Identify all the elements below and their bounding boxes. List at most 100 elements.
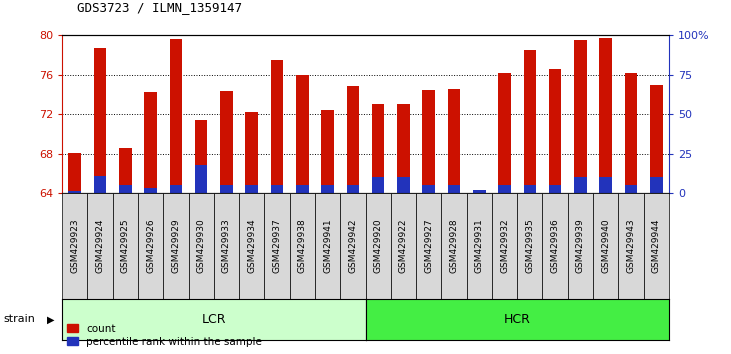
Text: GSM429937: GSM429937: [273, 219, 281, 273]
Bar: [119, 148, 132, 193]
Bar: [246, 112, 258, 193]
Text: GSM429929: GSM429929: [171, 219, 181, 273]
Bar: [599, 177, 612, 193]
Bar: [523, 50, 536, 193]
Text: GSM429935: GSM429935: [526, 219, 534, 273]
Bar: [473, 190, 485, 193]
Text: GSM429925: GSM429925: [121, 219, 130, 273]
Bar: [650, 177, 662, 193]
Bar: [574, 177, 587, 193]
Bar: [542, 193, 568, 299]
Text: GSM429943: GSM429943: [626, 219, 635, 273]
Bar: [195, 120, 208, 193]
Bar: [624, 185, 637, 193]
Text: strain: strain: [4, 314, 36, 325]
Bar: [163, 193, 189, 299]
Bar: [549, 185, 561, 193]
Bar: [391, 193, 416, 299]
Text: GSM429923: GSM429923: [70, 219, 79, 273]
Bar: [88, 193, 113, 299]
Bar: [94, 176, 107, 193]
Bar: [372, 177, 385, 193]
Bar: [447, 185, 461, 193]
Text: GSM429939: GSM429939: [576, 219, 585, 273]
Bar: [346, 86, 359, 193]
Bar: [62, 193, 88, 299]
Bar: [650, 85, 662, 193]
Bar: [599, 38, 612, 193]
Bar: [442, 193, 466, 299]
Bar: [213, 193, 239, 299]
Bar: [69, 153, 81, 193]
Bar: [321, 110, 334, 193]
Bar: [549, 69, 561, 193]
Bar: [315, 193, 340, 299]
Text: GSM429936: GSM429936: [550, 219, 560, 273]
Text: GDS3723 / ILMN_1359147: GDS3723 / ILMN_1359147: [77, 1, 242, 14]
Bar: [270, 60, 284, 193]
Bar: [144, 92, 157, 193]
Bar: [296, 185, 308, 193]
Text: ▶: ▶: [48, 314, 55, 325]
Text: GSM429941: GSM429941: [323, 219, 332, 273]
Bar: [220, 185, 232, 193]
Legend: count, percentile rank within the sample: count, percentile rank within the sample: [67, 324, 262, 347]
Text: GSM429944: GSM429944: [652, 219, 661, 273]
Bar: [94, 48, 107, 193]
Bar: [372, 104, 385, 193]
Text: GSM429942: GSM429942: [349, 219, 357, 273]
Bar: [340, 193, 366, 299]
Text: GSM429922: GSM429922: [399, 219, 408, 273]
Text: HCR: HCR: [504, 313, 531, 326]
Text: GSM429938: GSM429938: [298, 219, 307, 273]
Text: GSM429927: GSM429927: [424, 219, 433, 273]
Text: GSM429932: GSM429932: [500, 219, 509, 273]
Bar: [289, 193, 315, 299]
Bar: [593, 193, 618, 299]
Bar: [144, 188, 157, 193]
Bar: [170, 39, 182, 193]
Bar: [321, 185, 334, 193]
Text: GSM429928: GSM429928: [450, 219, 458, 273]
Bar: [518, 193, 542, 299]
Bar: [423, 90, 435, 193]
Bar: [265, 193, 289, 299]
Bar: [624, 73, 637, 193]
Bar: [416, 193, 442, 299]
Text: LCR: LCR: [202, 313, 226, 326]
Bar: [195, 165, 208, 193]
Bar: [568, 193, 593, 299]
Bar: [397, 177, 410, 193]
Bar: [466, 193, 492, 299]
Bar: [246, 185, 258, 193]
Text: GSM429924: GSM429924: [96, 219, 105, 273]
Text: GSM429934: GSM429934: [247, 219, 257, 273]
Bar: [296, 75, 308, 193]
Bar: [618, 193, 643, 299]
Text: GSM429920: GSM429920: [374, 219, 382, 273]
Bar: [643, 193, 669, 299]
Bar: [492, 193, 518, 299]
Text: GSM429933: GSM429933: [222, 219, 231, 273]
Bar: [523, 185, 536, 193]
Bar: [574, 40, 587, 193]
Bar: [499, 185, 511, 193]
Bar: [270, 185, 284, 193]
Text: GSM429926: GSM429926: [146, 219, 155, 273]
Bar: [189, 193, 213, 299]
Text: GSM429931: GSM429931: [474, 219, 484, 273]
Bar: [473, 190, 485, 193]
Text: GSM429940: GSM429940: [601, 219, 610, 273]
Bar: [69, 192, 81, 193]
Bar: [170, 185, 182, 193]
Bar: [220, 91, 232, 193]
Bar: [138, 193, 163, 299]
Bar: [447, 88, 461, 193]
Bar: [119, 185, 132, 193]
Bar: [499, 73, 511, 193]
Bar: [239, 193, 265, 299]
Bar: [397, 104, 410, 193]
Bar: [366, 193, 391, 299]
Text: GSM429930: GSM429930: [197, 219, 205, 273]
Bar: [113, 193, 138, 299]
